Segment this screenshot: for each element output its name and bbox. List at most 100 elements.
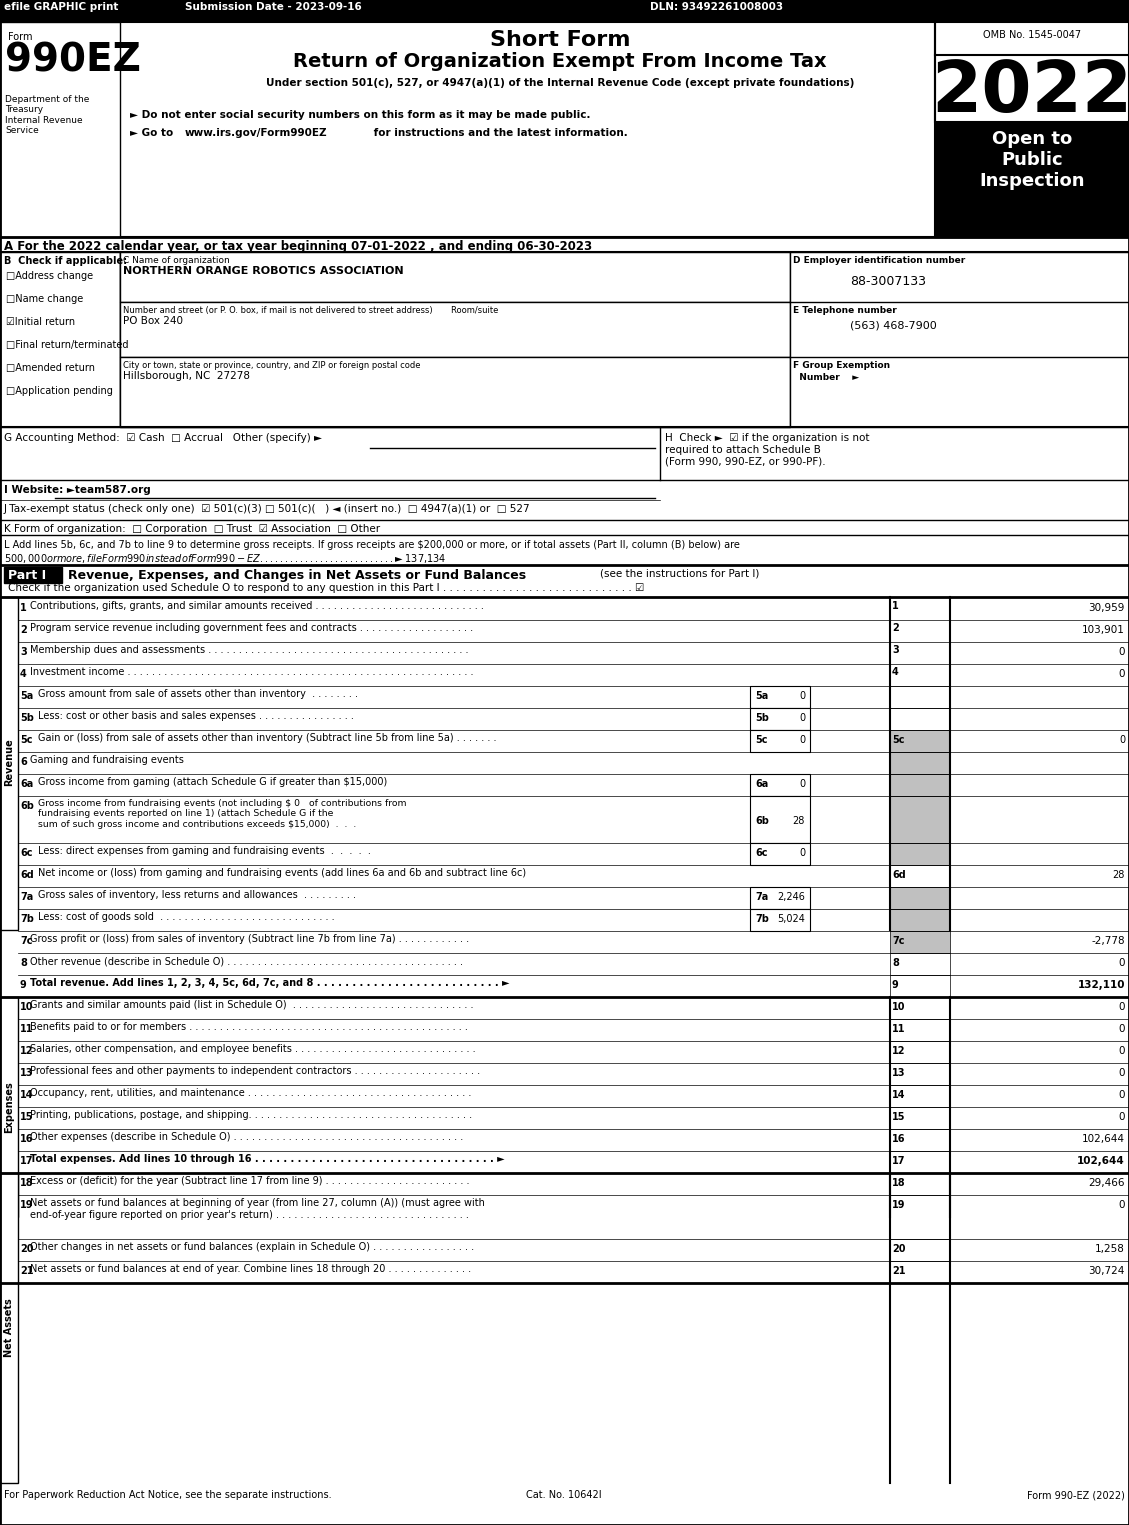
Text: 11: 11 — [20, 1023, 34, 1034]
Text: G Accounting Method:  ☑ Cash  □ Accrual   Other (specify) ►: G Accounting Method: ☑ Cash □ Accrual Ot… — [5, 433, 322, 442]
Text: 17: 17 — [892, 1156, 905, 1167]
Bar — [750, 686, 809, 708]
Text: 0: 0 — [799, 779, 805, 788]
Text: □Name change: □Name change — [6, 294, 84, 303]
Text: OMB No. 1545-0047: OMB No. 1545-0047 — [983, 30, 1082, 40]
Text: 0: 0 — [799, 714, 805, 723]
Text: Part I: Part I — [8, 569, 46, 583]
Text: Submission Date - 2023-09-16: Submission Date - 2023-09-16 — [185, 2, 361, 12]
Text: 6a: 6a — [20, 779, 33, 788]
Bar — [890, 708, 949, 730]
Text: Department of the
Treasury
Internal Revenue
Service: Department of the Treasury Internal Reve… — [5, 95, 89, 136]
Text: 4: 4 — [20, 669, 27, 679]
Text: 12: 12 — [892, 1046, 905, 1055]
Bar — [0, 21, 1129, 236]
Bar — [890, 1196, 949, 1238]
Text: Short Form: Short Form — [490, 30, 630, 50]
Text: 990EZ: 990EZ — [5, 43, 141, 79]
Bar — [935, 21, 1129, 122]
Text: 17: 17 — [20, 1156, 34, 1167]
Text: Number and street (or P. O. box, if mail is not delivered to street address)    : Number and street (or P. O. box, if mail… — [123, 307, 498, 316]
Text: 20: 20 — [892, 1244, 905, 1254]
Text: City or town, state or province, country, and ZIP or foreign postal code: City or town, state or province, country… — [123, 361, 420, 371]
Text: C Name of organization: C Name of organization — [123, 256, 229, 265]
Bar — [890, 686, 949, 708]
Text: 6d: 6d — [892, 869, 905, 880]
Bar — [890, 1238, 949, 1261]
Text: 0: 0 — [799, 848, 805, 859]
Text: B  Check if applicable:: B Check if applicable: — [5, 256, 128, 265]
Text: Investment income . . . . . . . . . . . . . . . . . . . . . . . . . . . . . . . : Investment income . . . . . . . . . . . … — [30, 666, 473, 677]
Bar — [890, 953, 949, 974]
Bar — [0, 21, 120, 236]
Text: 12: 12 — [20, 1046, 34, 1055]
Bar — [890, 888, 949, 909]
Text: Less: cost of goods sold  . . . . . . . . . . . . . . . . . . . . . . . . . . . : Less: cost of goods sold . . . . . . . .… — [38, 912, 334, 923]
Text: PO Box 240: PO Box 240 — [123, 316, 183, 326]
Bar — [890, 865, 949, 888]
Text: H  Check ►  ☑ if the organization is not
required to attach Schedule B
(Form 990: H Check ► ☑ if the organization is not r… — [665, 433, 869, 467]
Text: Other expenses (describe in Schedule O) . . . . . . . . . . . . . . . . . . . . : Other expenses (describe in Schedule O) … — [30, 1132, 463, 1142]
Bar — [890, 843, 949, 865]
Text: Gross income from fundraising events (not including $ 0   of contributions from
: Gross income from fundraising events (no… — [38, 799, 406, 828]
Bar — [890, 1151, 949, 1173]
Text: Net income or (loss) from gaming and fundraising events (add lines 6a and 6b and: Net income or (loss) from gaming and fun… — [38, 868, 526, 878]
Text: □Application pending: □Application pending — [6, 386, 113, 396]
Text: -2,778: -2,778 — [1092, 936, 1124, 946]
Text: 21: 21 — [20, 1266, 34, 1276]
Bar — [750, 843, 809, 865]
Text: 0: 0 — [1119, 1002, 1124, 1013]
Text: Occupancy, rent, utilities, and maintenance . . . . . . . . . . . . . . . . . . : Occupancy, rent, utilities, and maintena… — [30, 1087, 472, 1098]
Text: 14: 14 — [20, 1090, 34, 1100]
Text: 7a: 7a — [755, 892, 768, 901]
Text: 132,110: 132,110 — [1077, 981, 1124, 990]
Text: 30,724: 30,724 — [1088, 1266, 1124, 1276]
Text: 7b: 7b — [20, 913, 34, 924]
Bar — [0, 0, 1129, 21]
Text: D Employer identification number: D Employer identification number — [793, 256, 965, 265]
Text: Check if the organization used Schedule O to respond to any question in this Par: Check if the organization used Schedule … — [8, 583, 645, 593]
Text: 13: 13 — [20, 1068, 34, 1078]
Text: Benefits paid to or for members . . . . . . . . . . . . . . . . . . . . . . . . : Benefits paid to or for members . . . . … — [30, 1022, 467, 1032]
Text: 0: 0 — [1119, 1068, 1124, 1078]
Text: Revenue, Expenses, and Changes in Net Assets or Fund Balances: Revenue, Expenses, and Changes in Net As… — [68, 569, 526, 583]
Text: ☑Initial return: ☑Initial return — [6, 317, 76, 326]
Text: 19: 19 — [892, 1200, 905, 1209]
Bar — [890, 730, 949, 752]
Text: Salaries, other compensation, and employee benefits . . . . . . . . . . . . . . : Salaries, other compensation, and employ… — [30, 1045, 475, 1054]
Text: Gain or (loss) from sale of assets other than inventory (Subtract line 5b from l: Gain or (loss) from sale of assets other… — [38, 734, 497, 743]
Bar — [5, 567, 62, 583]
Text: Total revenue. Add lines 1, 2, 3, 4, 5c, 6d, 7c, and 8 . . . . . . . . . . . . .: Total revenue. Add lines 1, 2, 3, 4, 5c,… — [30, 978, 509, 988]
Bar — [890, 1107, 949, 1128]
Text: 4: 4 — [892, 666, 899, 677]
Text: 18: 18 — [892, 1177, 905, 1188]
Text: Printing, publications, postage, and shipping. . . . . . . . . . . . . . . . . .: Printing, publications, postage, and shi… — [30, 1110, 472, 1119]
Text: 6b: 6b — [20, 801, 34, 811]
Bar — [890, 1063, 949, 1084]
Text: Return of Organization Exempt From Income Tax: Return of Organization Exempt From Incom… — [294, 52, 826, 72]
Text: 5c: 5c — [20, 735, 33, 746]
Text: 7c: 7c — [20, 936, 33, 946]
Text: 28: 28 — [793, 816, 805, 827]
Text: 15: 15 — [892, 1112, 905, 1122]
Text: 6: 6 — [20, 756, 27, 767]
Text: Less: direct expenses from gaming and fundraising events  .  .  .  .  .: Less: direct expenses from gaming and fu… — [38, 846, 370, 856]
Text: 8: 8 — [20, 958, 27, 968]
Text: 103,901: 103,901 — [1082, 625, 1124, 634]
Text: 29,466: 29,466 — [1088, 1177, 1124, 1188]
Text: (see the instructions for Part I): (see the instructions for Part I) — [599, 569, 760, 580]
Text: F Group Exemption: F Group Exemption — [793, 361, 890, 371]
Text: 9: 9 — [20, 981, 27, 990]
Text: 6d: 6d — [20, 869, 34, 880]
Text: 10: 10 — [892, 1002, 905, 1013]
Text: Gross sales of inventory, less returns and allowances  . . . . . . . . .: Gross sales of inventory, less returns a… — [38, 891, 356, 900]
Text: K Form of organization:  □ Corporation  □ Trust  ☑ Association  □ Other: K Form of organization: □ Corporation □ … — [5, 525, 380, 534]
Text: Open to
Public
Inspection: Open to Public Inspection — [979, 130, 1085, 189]
Text: 5b: 5b — [755, 714, 769, 723]
Text: ► Go to: ► Go to — [130, 128, 177, 137]
Text: Grants and similar amounts paid (list in Schedule O)  . . . . . . . . . . . . . : Grants and similar amounts paid (list in… — [30, 1000, 473, 1010]
Text: Net assets or fund balances at beginning of year (from line 27, column (A)) (mus: Net assets or fund balances at beginning… — [30, 1199, 484, 1220]
Text: Gross income from gaming (attach Schedule G if greater than $15,000): Gross income from gaming (attach Schedul… — [38, 778, 387, 787]
Text: 7c: 7c — [892, 936, 904, 946]
Bar — [750, 909, 809, 930]
